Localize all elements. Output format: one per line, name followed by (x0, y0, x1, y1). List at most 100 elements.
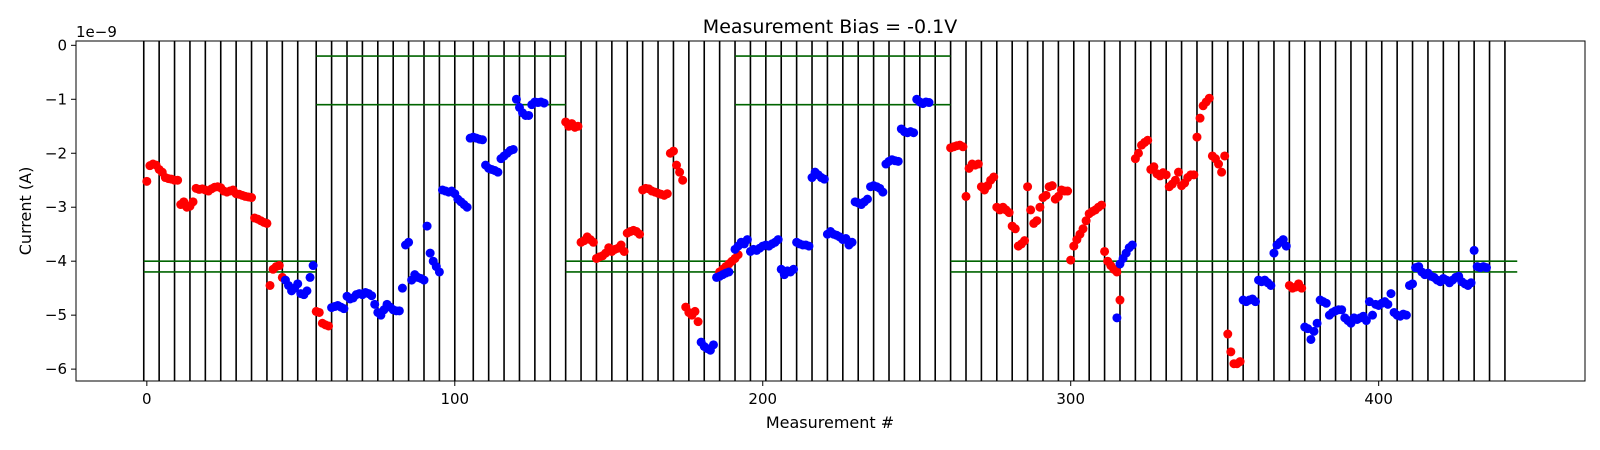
red-point-185 (1217, 167, 1227, 177)
blue-point-74 (524, 110, 534, 120)
blue-point-14 (339, 304, 349, 314)
x-tick-label-3: 300 (1056, 390, 1085, 408)
blue-point-79 (539, 98, 549, 108)
x-axis-title: Measurement # (766, 413, 894, 432)
red-point-132 (1041, 190, 1051, 200)
red-point-151 (1100, 246, 1110, 256)
blue-point-174 (1281, 241, 1291, 251)
blue-point-114 (804, 241, 814, 251)
red-point-158 (1133, 148, 1143, 158)
red-point-120 (1004, 208, 1014, 218)
red-point-59 (588, 237, 598, 247)
red-point-171 (1173, 167, 1183, 177)
red-point-161 (1143, 135, 1153, 145)
y-tick-label-3: −3 (45, 198, 67, 216)
red-point-43 (274, 261, 284, 271)
blue-point-40 (419, 275, 429, 285)
measurement-boundary-lines (142, 41, 1506, 381)
red-point-106 (961, 191, 971, 201)
red-point-10 (173, 175, 183, 185)
red-point-144 (1078, 224, 1088, 234)
red-point-167 (1161, 170, 1171, 180)
red-point-69 (619, 246, 629, 256)
red-point-130 (1035, 202, 1045, 212)
y-tick-label-2: −2 (45, 144, 67, 162)
chart-title: Measurement Bias = -0.1V (703, 16, 957, 38)
blue-point-159 (1127, 240, 1137, 250)
blue-point-23 (367, 291, 377, 301)
red-point-87 (675, 167, 685, 177)
blue-point-154 (1112, 313, 1122, 323)
blue-point-94 (742, 235, 752, 245)
red-point-49 (324, 321, 334, 331)
blue-point-203 (1386, 289, 1396, 299)
y-tick-label-1: −1 (45, 90, 67, 108)
red-point-163 (1149, 162, 1159, 172)
blue-point-143 (893, 156, 903, 166)
y-tick-label-4: −4 (45, 252, 67, 270)
blue-point-104 (773, 235, 783, 245)
blue-point-4 (293, 279, 303, 289)
red-point-127 (1026, 205, 1036, 215)
red-point-178 (1195, 113, 1205, 123)
plot-frame (75, 40, 1586, 382)
red-point-74 (635, 229, 645, 239)
red-point-191 (1235, 357, 1245, 367)
y-axis-title: Current (A) (16, 167, 35, 256)
red-point-187 (1223, 329, 1233, 339)
blue-point-234 (1481, 263, 1491, 273)
red-point-156 (1115, 295, 1125, 305)
blue-point-54 (462, 202, 472, 212)
red-point-46 (314, 307, 324, 317)
red-point-83 (662, 189, 672, 199)
x-tick-label-0: 0 (142, 390, 152, 408)
blue-point-202 (1383, 299, 1393, 309)
blue-point-89 (724, 267, 734, 277)
blue-point-177 (1306, 334, 1316, 344)
red-point-177 (1192, 132, 1202, 142)
blue-point-69 (508, 144, 518, 154)
blue-point-33 (397, 283, 407, 293)
blue-point-45 (434, 267, 444, 277)
blue-point-32 (394, 306, 404, 316)
red-point-105 (958, 142, 968, 152)
blue-point-210 (1408, 279, 1418, 289)
blue-point-9 (308, 261, 318, 271)
red-point-170 (1170, 175, 1180, 185)
red-point-134 (1047, 181, 1057, 191)
red-point-155 (1112, 267, 1122, 277)
red-point-0 (142, 176, 152, 186)
y-axis-ticks: 0 −1 −2 −3 −4 −5 −6 (45, 36, 76, 378)
blue-point-148 (909, 128, 919, 138)
red-point-140 (1066, 255, 1076, 265)
blue-point-169 (1266, 280, 1276, 290)
red-point-196 (1297, 283, 1307, 293)
y-offset-label: 1e−9 (76, 23, 117, 41)
red-point-125 (1020, 236, 1030, 246)
blue-point-70 (511, 94, 521, 104)
blue-point-128 (847, 237, 857, 247)
red-point-15 (188, 197, 198, 207)
blue-point-229 (1466, 278, 1476, 288)
blue-point-119 (819, 174, 829, 184)
x-tick-label-1: 100 (440, 390, 469, 408)
x-tick-label-2: 200 (748, 390, 777, 408)
x-tick-label-4: 400 (1364, 390, 1393, 408)
blue-point-35 (404, 237, 414, 247)
blue-point-8 (305, 272, 315, 282)
red-point-34 (247, 193, 257, 203)
red-point-93 (693, 317, 703, 327)
red-point-139 (1063, 186, 1073, 196)
blue-point-164 (1250, 297, 1260, 307)
blue-point-170 (1269, 248, 1279, 258)
y-tick-label-5: −5 (45, 306, 67, 324)
red-point-184 (1214, 159, 1224, 169)
blue-point-84 (708, 340, 718, 350)
blue-point-197 (1368, 310, 1378, 320)
reference-guide-lines (143, 55, 1518, 273)
red-point-145 (1081, 216, 1091, 226)
red-point-92 (690, 306, 700, 316)
red-point-181 (1204, 93, 1214, 103)
red-point-150 (1097, 200, 1107, 210)
